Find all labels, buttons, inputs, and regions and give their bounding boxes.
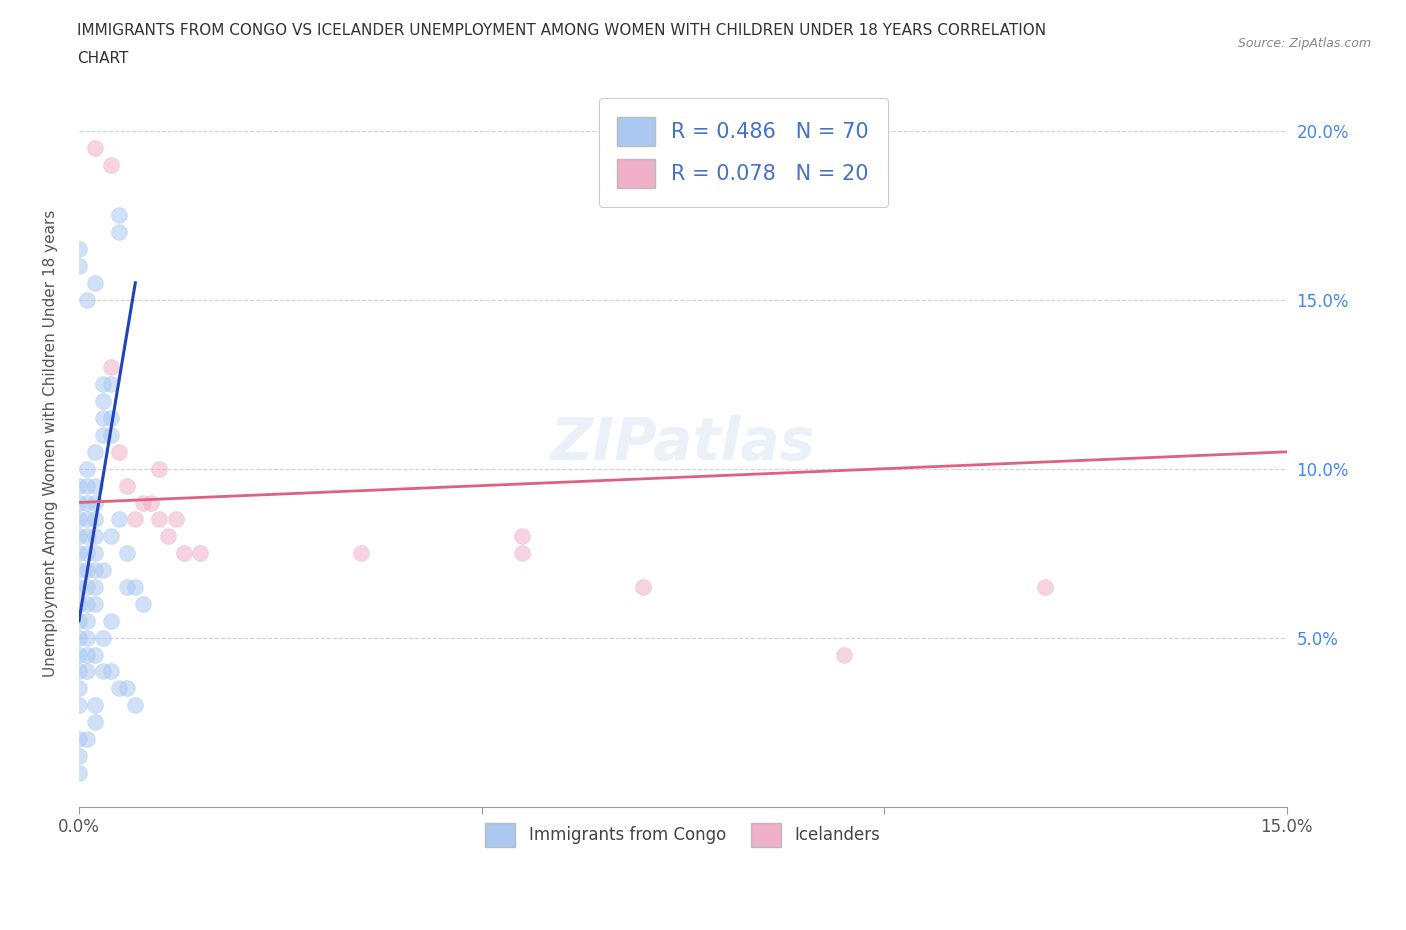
Point (510, 529, 533, 544)
Point (84, 563, 107, 578)
Point (100, 377, 122, 392)
Point (84, 715, 107, 730)
Point (100, 157, 122, 172)
Point (67, 681, 90, 696)
Point (76, 292, 98, 307)
Point (67, 664, 90, 679)
Point (84, 512, 107, 527)
Point (76, 664, 98, 679)
Point (108, 512, 131, 527)
Point (124, 579, 146, 594)
Point (67, 579, 90, 594)
Point (100, 614, 122, 629)
Point (84, 140, 107, 155)
Point (91, 664, 114, 679)
Point (108, 225, 131, 240)
Point (141, 495, 163, 510)
Point (117, 478, 139, 493)
Point (76, 495, 98, 510)
Point (100, 360, 122, 375)
Point (76, 461, 98, 476)
Point (1033, 579, 1056, 594)
Point (76, 732, 98, 747)
Point (124, 698, 146, 712)
Point (173, 546, 195, 561)
Text: IMMIGRANTS FROM CONGO VS ICELANDER UNEMPLOYMENT AMONG WOMEN WITH CHILDREN UNDER : IMMIGRANTS FROM CONGO VS ICELANDER UNEMP… (77, 23, 1046, 38)
Point (67, 614, 90, 629)
Point (67, 512, 90, 527)
Point (117, 579, 139, 594)
Point (67, 647, 90, 662)
Point (76, 579, 98, 594)
Point (832, 647, 855, 662)
Point (76, 546, 98, 561)
Point (91, 411, 114, 426)
Point (76, 478, 98, 493)
Point (148, 461, 170, 476)
Point (67, 563, 90, 578)
Point (100, 411, 122, 426)
Point (84, 529, 107, 544)
Point (67, 546, 90, 561)
Point (91, 563, 114, 578)
Point (84, 647, 107, 662)
Point (67, 529, 90, 544)
Legend: Immigrants from Congo, Icelanders: Immigrants from Congo, Icelanders (472, 810, 893, 860)
Point (67, 732, 90, 747)
Point (91, 393, 114, 408)
Point (76, 529, 98, 544)
Point (108, 681, 131, 696)
Point (132, 596, 155, 611)
Point (91, 428, 114, 443)
Point (350, 546, 373, 561)
Point (67, 478, 90, 493)
Point (165, 512, 187, 527)
Point (84, 546, 107, 561)
Point (84, 478, 107, 493)
Point (100, 529, 122, 544)
Point (76, 563, 98, 578)
Point (76, 596, 98, 611)
Point (76, 647, 98, 662)
Point (91, 631, 114, 645)
Point (188, 546, 211, 561)
Point (67, 242, 90, 257)
Point (117, 681, 139, 696)
Point (67, 765, 90, 780)
Point (76, 512, 98, 527)
Point (67, 596, 90, 611)
Y-axis label: Unemployment Among Women with Children Under 18 years: Unemployment Among Women with Children U… (44, 209, 58, 677)
Point (100, 664, 122, 679)
Point (67, 698, 90, 712)
Point (84, 596, 107, 611)
Point (76, 614, 98, 629)
Point (67, 749, 90, 764)
Point (156, 529, 179, 544)
Point (84, 579, 107, 594)
Text: CHART: CHART (77, 51, 129, 66)
Point (108, 207, 131, 222)
Point (84, 698, 107, 712)
Point (124, 512, 146, 527)
Point (148, 512, 170, 527)
Point (76, 631, 98, 645)
Point (108, 445, 131, 459)
Point (100, 428, 122, 443)
Point (67, 495, 90, 510)
Point (631, 579, 654, 594)
Point (510, 546, 533, 561)
Text: Source: ZipAtlas.com: Source: ZipAtlas.com (1237, 37, 1371, 50)
Point (132, 495, 155, 510)
Point (117, 546, 139, 561)
Point (67, 631, 90, 645)
Point (84, 495, 107, 510)
Point (67, 259, 90, 273)
Text: ZIPatlas: ZIPatlas (551, 415, 815, 472)
Point (91, 377, 114, 392)
Point (84, 275, 107, 290)
Point (84, 445, 107, 459)
